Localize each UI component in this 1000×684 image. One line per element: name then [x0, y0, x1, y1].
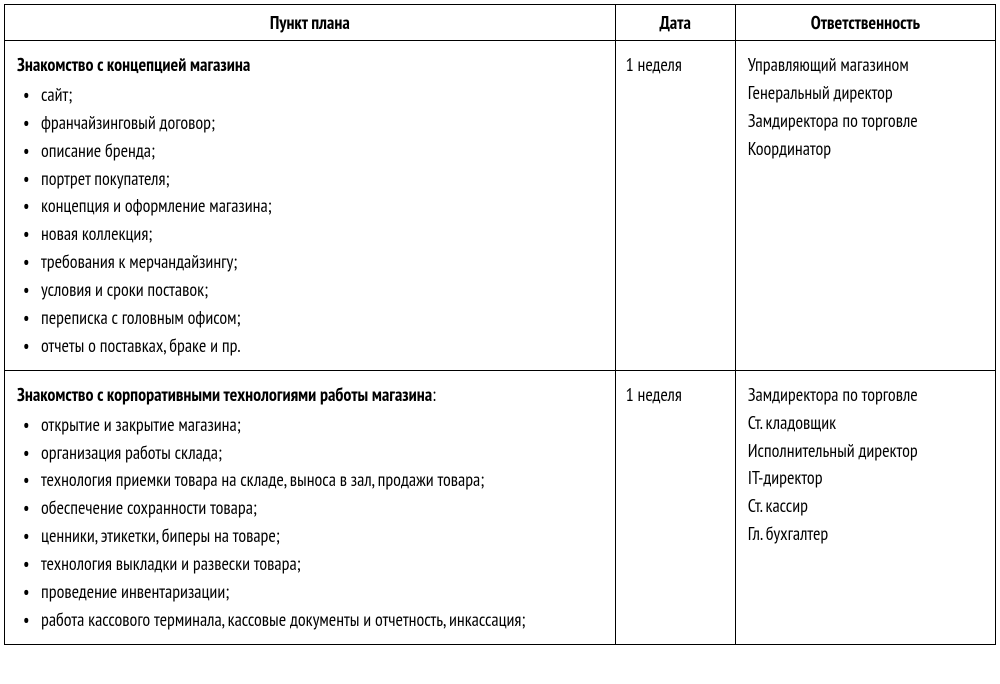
list-item: сайт; [17, 81, 603, 109]
date-cell: 1 неделя [615, 41, 735, 371]
list-item: концепция и оформление магазина; [17, 192, 603, 220]
list-item: франчайзинговый договор; [17, 109, 603, 137]
list-item: требования к мерчандайзингу; [17, 248, 603, 276]
row-title-suffix: : [432, 383, 436, 406]
list-item: технология выкладки и развески товара; [17, 550, 603, 578]
list-item: новая коллекция; [17, 220, 603, 248]
responsibility-line: Координатор [748, 135, 983, 163]
column-header-date: Дата [615, 5, 735, 41]
plan-cell: Знакомство с концепцией магазина сайт;фра… [5, 41, 616, 371]
list-item: открытие и закрытие магазина; [17, 411, 603, 439]
responsibility-line: IT-директор [748, 464, 983, 492]
list-item: проведение инвентаризации; [17, 578, 603, 606]
list-item: работа кассового терминала, кассовые док… [17, 606, 603, 634]
list-item: ценники, этикетки, биперы на товаре; [17, 522, 603, 550]
responsibility-line: Генеральный директор [748, 79, 983, 107]
date-cell: 1 неделя [615, 370, 735, 644]
column-header-responsibility: Ответственность [735, 5, 995, 41]
column-header-plan: Пункт плана [5, 5, 616, 41]
responsibility-cell: Замдиректора по торговлеСт. кладовщикИсп… [735, 370, 995, 644]
responsibility-line: Ст. кассир [748, 492, 983, 520]
responsibility-line: Управляющий магазином [748, 51, 983, 79]
responsibility-line: Ст. кладовщик [748, 409, 983, 437]
plan-items-list: сайт;франчайзинговый договор;описание бр… [17, 81, 603, 360]
table-row: Знакомство с корпоративными технологиями… [5, 370, 996, 644]
responsibility-line: Замдиректора по торговле [748, 107, 983, 135]
responsibility-line: Исполнительный директор [748, 437, 983, 465]
table-row: Знакомство с концепцией магазина сайт;фра… [5, 41, 996, 371]
plan-table: Пункт плана Дата Ответственность Знакомс… [4, 4, 996, 645]
list-item: описание бренда; [17, 137, 603, 165]
plan-items-list: открытие и закрытие магазина;организация… [17, 411, 603, 634]
list-item: технология приемки товара на складе, вын… [17, 466, 603, 494]
list-item: переписка с головным офисом; [17, 304, 603, 332]
list-item: портрет покупателя; [17, 165, 603, 193]
row-title: Знакомство с концепцией магазина [17, 53, 250, 76]
table-header-row: Пункт плана Дата Ответственность [5, 5, 996, 41]
list-item: отчеты о поставках, браке и пр. [17, 332, 603, 360]
list-item: организация работы склада; [17, 439, 603, 467]
responsibility-line: Замдиректора по торговле [748, 381, 983, 409]
row-title: Знакомство с корпоративными технологиями… [17, 383, 432, 406]
plan-cell: Знакомство с корпоративными технологиями… [5, 370, 616, 644]
list-item: обеспечение сохранности товара; [17, 494, 603, 522]
responsibility-line: Гл. бухгалтер [748, 520, 983, 548]
list-item: условия и сроки поставок; [17, 276, 603, 304]
responsibility-cell: Управляющий магазиномГенеральный директо… [735, 41, 995, 371]
table-body: Знакомство с концепцией магазина сайт;фра… [5, 41, 996, 645]
